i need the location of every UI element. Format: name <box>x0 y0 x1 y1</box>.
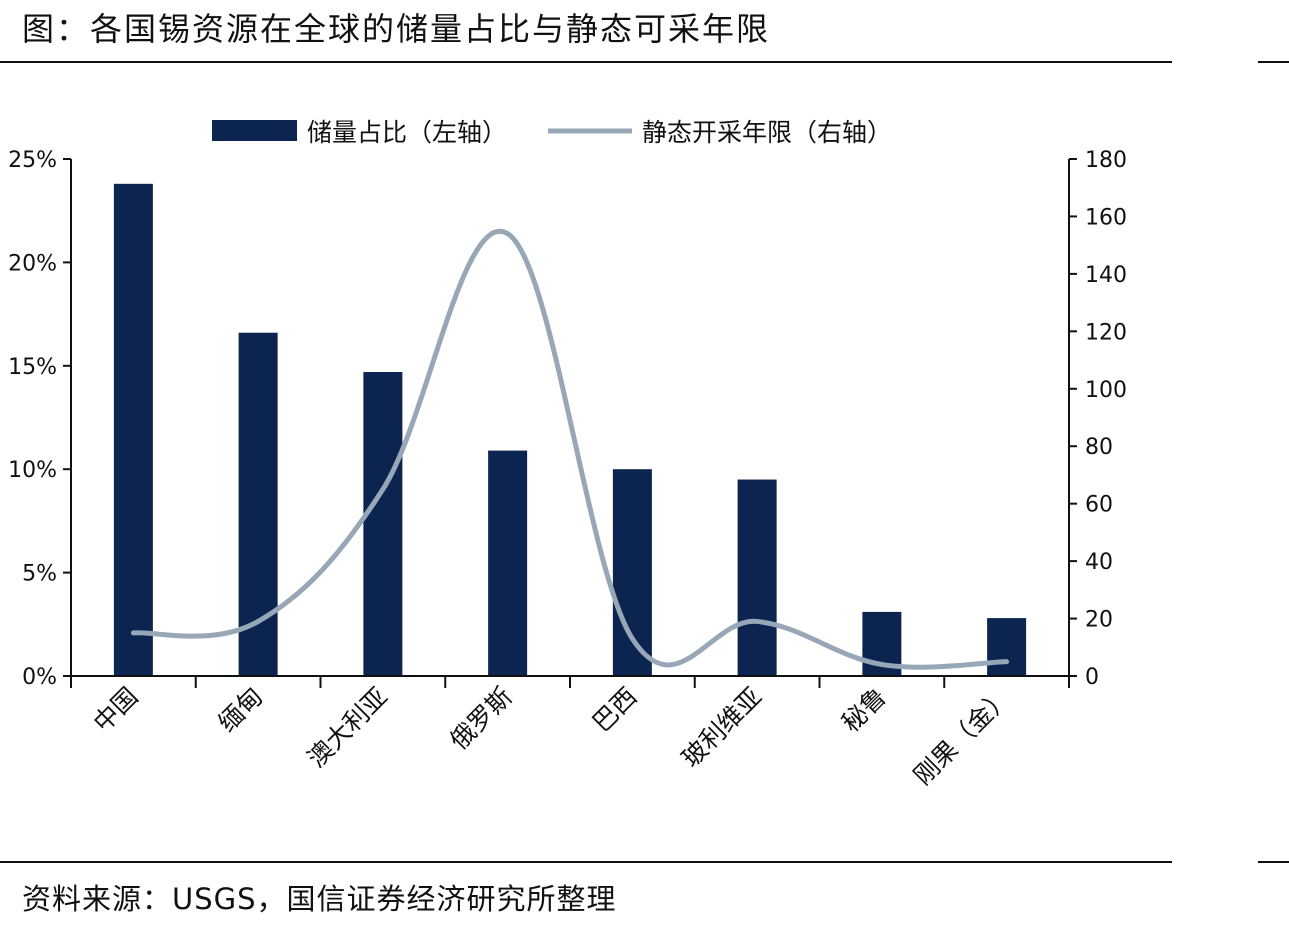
y-left-tick-label: 5% <box>22 562 57 587</box>
y-right-tick-label: 80 <box>1085 435 1113 460</box>
x-category-label: 秘鲁 <box>836 682 892 738</box>
legend-line-label: 静态开采年限（右轴） <box>642 118 892 147</box>
legend-bar-label: 储量占比（左轴） <box>307 118 507 147</box>
bar <box>488 450 528 676</box>
x-category-label: 俄罗斯 <box>444 682 518 756</box>
page-title: 图：各国锡资源在全球的储量占比与静态可采年限 <box>22 10 771 48</box>
y-right-tick-label: 20 <box>1085 608 1113 633</box>
y-left-tick-label: 20% <box>8 251 57 276</box>
legend-bar-swatch <box>212 120 297 141</box>
y-right-tick-label: 40 <box>1085 550 1113 575</box>
y-right-tick-label: 100 <box>1085 378 1127 403</box>
y-right-tick-label: 60 <box>1085 493 1113 518</box>
y-right-tick-label: 0 <box>1085 665 1099 690</box>
top-rule <box>0 61 1172 63</box>
x-category-label: 玻利维亚 <box>676 682 767 773</box>
source-note: 资料来源：USGS，国信证券经济研究所整理 <box>22 882 617 916</box>
y-right-tick-label: 140 <box>1085 263 1127 288</box>
bar <box>987 618 1027 676</box>
legend: 储量占比（左轴） 静态开采年限（右轴） <box>212 118 892 147</box>
series-line-mining-years <box>130 228 1010 670</box>
x-category-label: 缅甸 <box>212 682 268 738</box>
y-right-tick-label: 120 <box>1085 320 1127 345</box>
x-category-label: 中国 <box>88 682 144 738</box>
bar <box>113 183 153 677</box>
top-rule-right <box>1258 61 1289 63</box>
x-category-label: 澳大利亚 <box>302 682 393 773</box>
y-left-tick-label: 25% <box>8 148 57 173</box>
bar <box>737 479 777 676</box>
x-category-label: 巴西 <box>587 682 643 738</box>
bar <box>238 332 278 676</box>
y-left-tick-label: 10% <box>8 458 57 483</box>
y-right-tick-label: 160 <box>1085 205 1127 230</box>
bar <box>363 372 403 676</box>
plot-area: 0% 5% 10% 15% 20% 25% 0 20 40 60 80 100 120 140 160 180… <box>8 148 1127 791</box>
y-left-tick-label: 15% <box>8 355 57 380</box>
y-left-tick-label: 0% <box>22 665 57 690</box>
x-category-label: 刚果（金） <box>908 682 1017 791</box>
bottom-rule-right <box>1258 861 1289 863</box>
bottom-rule <box>0 861 1172 863</box>
bar <box>612 469 652 676</box>
y-right-tick-label: 180 <box>1085 148 1127 173</box>
